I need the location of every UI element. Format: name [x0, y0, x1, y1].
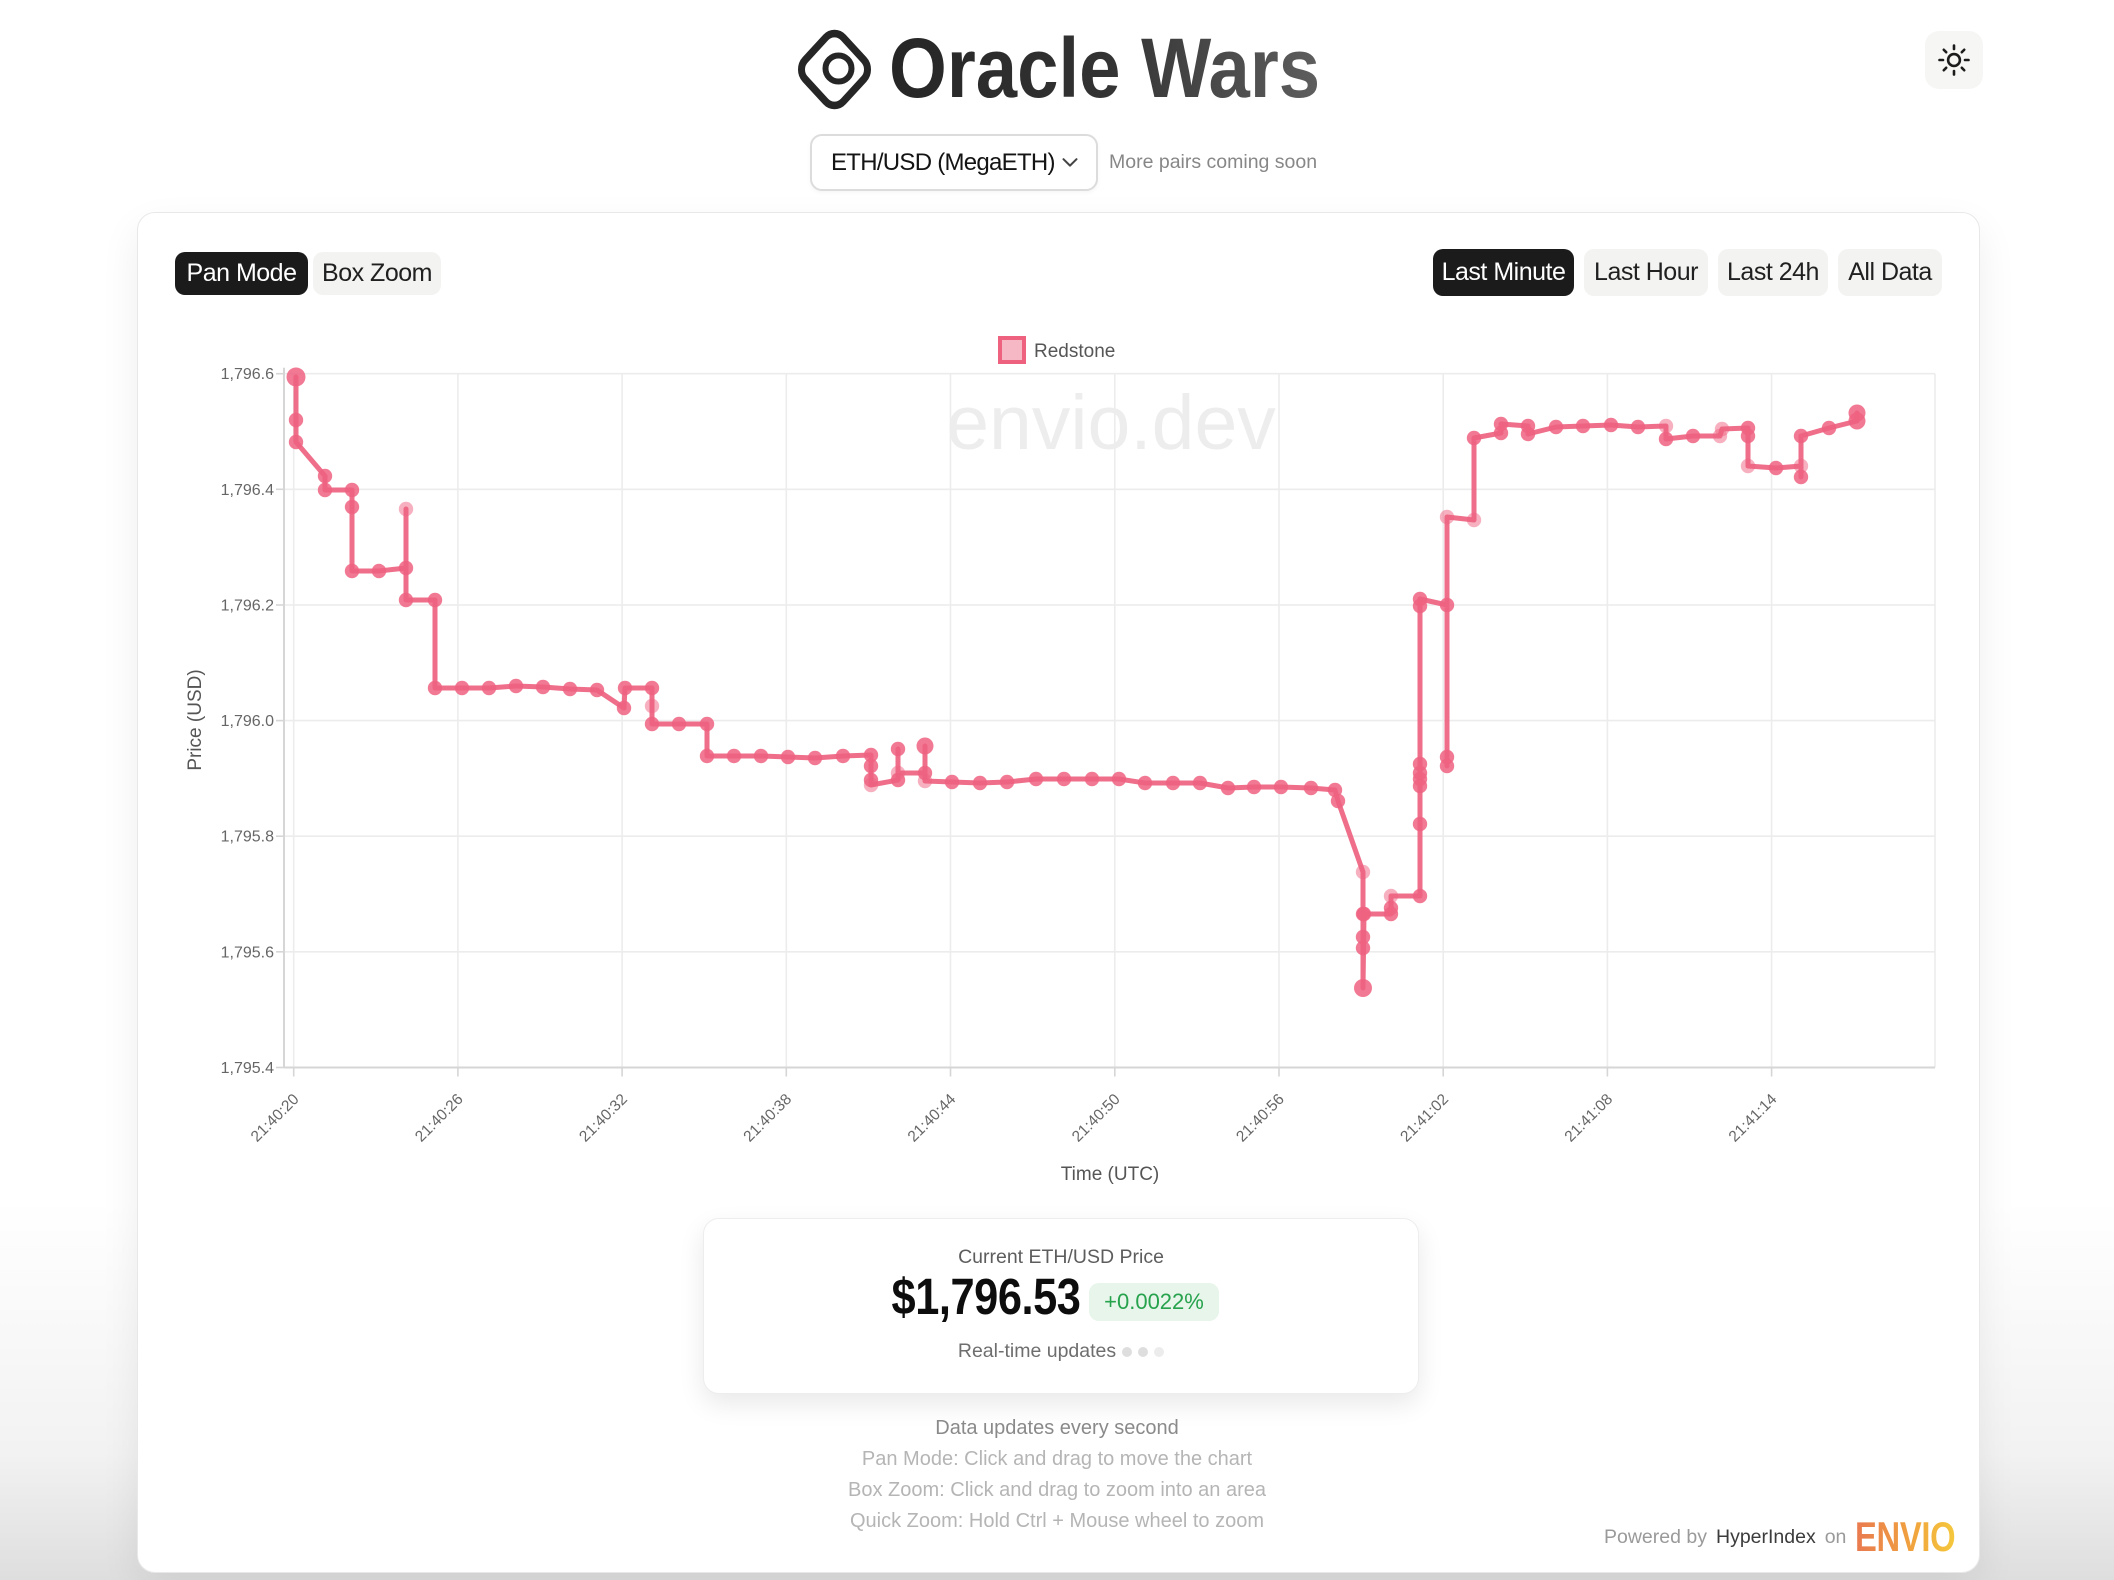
svg-text:Price (USD): Price (USD) — [185, 669, 206, 770]
svg-text:21:40:44: 21:40:44 — [905, 1091, 960, 1146]
svg-text:1,796.6: 1,796.6 — [221, 366, 274, 383]
svg-text:1,795.6: 1,795.6 — [221, 944, 274, 961]
svg-text:1,796.0: 1,796.0 — [221, 713, 274, 730]
svg-text:1,795.8: 1,795.8 — [221, 829, 274, 846]
svg-text:21:40:26: 21:40:26 — [412, 1091, 467, 1146]
svg-text:Redstone: Redstone — [1034, 341, 1115, 362]
svg-text:1,796.2: 1,796.2 — [221, 598, 274, 615]
svg-text:21:41:08: 21:41:08 — [1562, 1091, 1617, 1146]
svg-text:21:40:20: 21:40:20 — [248, 1091, 303, 1146]
svg-text:21:40:56: 21:40:56 — [1233, 1091, 1288, 1146]
svg-text:21:40:38: 21:40:38 — [740, 1091, 795, 1146]
svg-text:1,796.4: 1,796.4 — [221, 482, 274, 499]
svg-text:21:40:50: 21:40:50 — [1069, 1091, 1124, 1146]
svg-text:21:41:02: 21:41:02 — [1397, 1091, 1452, 1146]
svg-text:Time (UTC): Time (UTC) — [1061, 1164, 1160, 1185]
svg-text:1,795.4: 1,795.4 — [221, 1060, 274, 1077]
svg-text:envio.dev: envio.dev — [946, 380, 1276, 466]
svg-text:21:40:32: 21:40:32 — [576, 1091, 631, 1146]
svg-text:21:41:14: 21:41:14 — [1726, 1091, 1781, 1146]
